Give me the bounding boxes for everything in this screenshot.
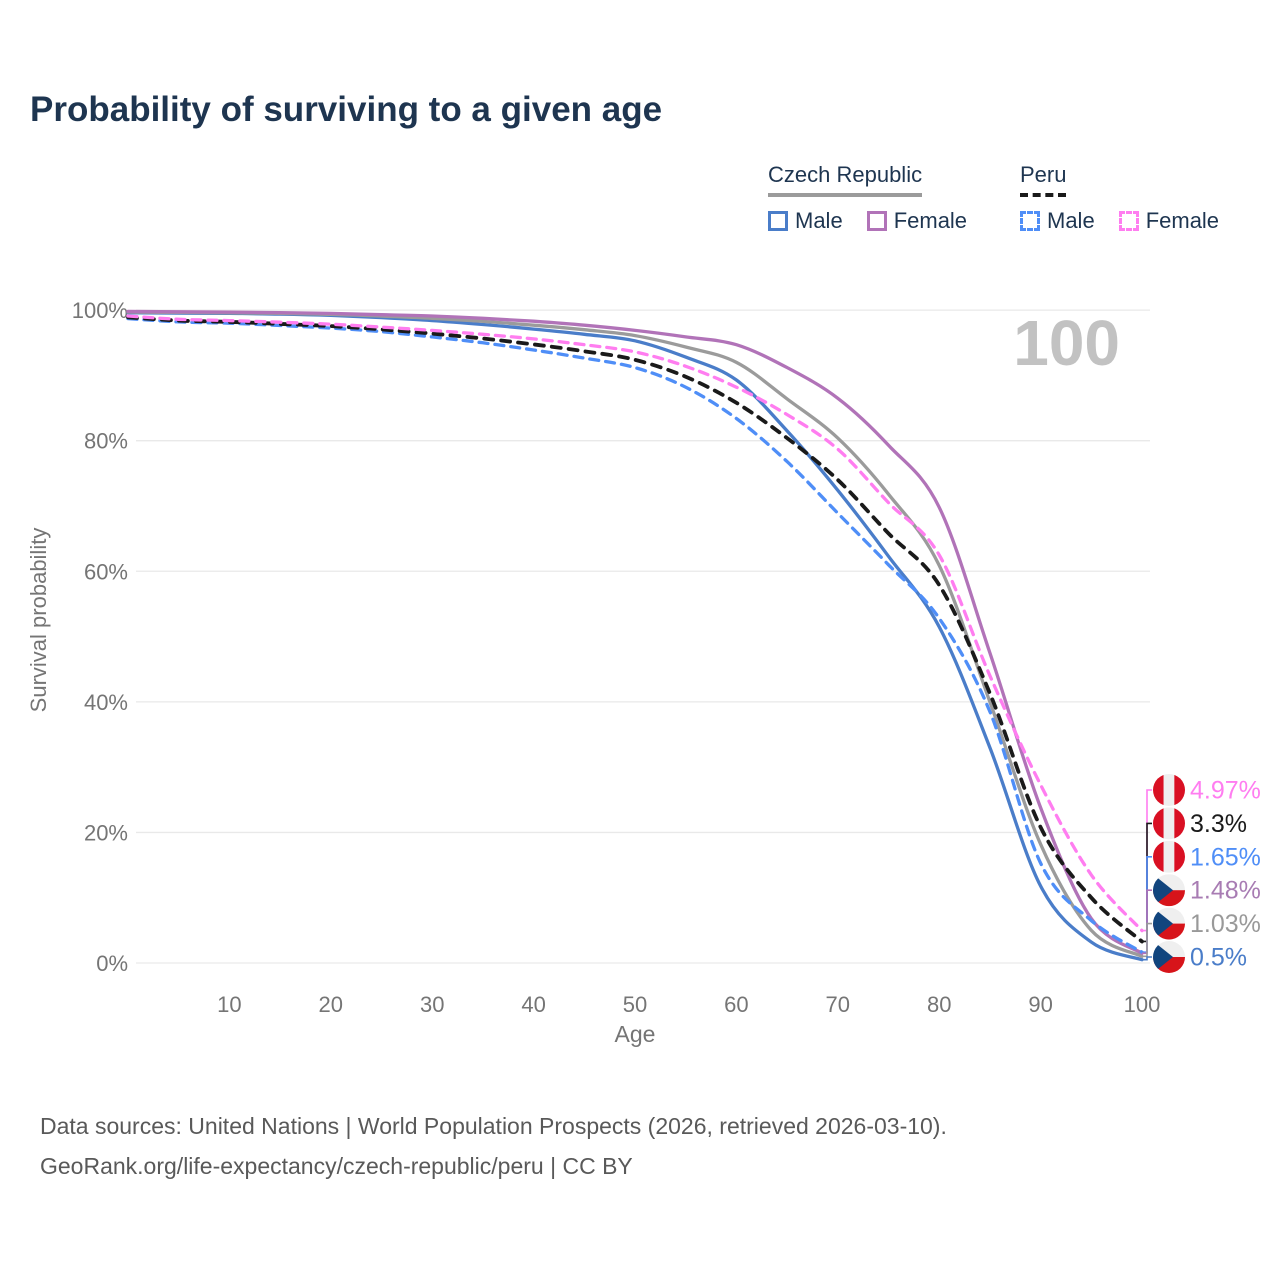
curve-czech-total xyxy=(126,310,1144,958)
curve-czech-male xyxy=(126,311,1144,962)
y-tick-label: 100% xyxy=(72,298,128,323)
czech-republic-flag-icon xyxy=(1153,907,1185,940)
end-label-czech-female: 1.48% xyxy=(1190,877,1261,905)
y-tick-label: 0% xyxy=(96,951,128,976)
czech-republic-flag-icon xyxy=(1153,874,1185,907)
legend-group-czech-republic: Czech Republic Male Female xyxy=(768,162,967,234)
y-tick-label: 80% xyxy=(84,429,128,454)
curve-peru-female xyxy=(126,314,1144,933)
end-label-czech-total: 1.03% xyxy=(1190,910,1261,938)
leader-line-czech-female xyxy=(1142,889,1152,955)
data-source-line1: Data sources: United Nations | World Pop… xyxy=(40,1113,947,1139)
legend-item-peru-female[interactable]: Female xyxy=(1118,208,1220,234)
peru-flag-icon xyxy=(1153,840,1185,873)
x-tick-label: 60 xyxy=(724,992,748,1017)
x-tick-label: 80 xyxy=(927,992,951,1017)
leader-line-czech-total xyxy=(1142,922,1152,958)
data-source-note: Data sources: United Nations | World Pop… xyxy=(40,1106,947,1186)
legend-item-label: Male xyxy=(795,208,843,233)
end-label-peru-male: 1.65% xyxy=(1190,843,1261,871)
y-tick-label: 40% xyxy=(84,690,128,715)
curve-czech-female xyxy=(126,309,1144,955)
legend-group-peru: Peru Male Female xyxy=(1020,162,1219,234)
legend-item-peru-male[interactable]: Male xyxy=(1020,208,1095,234)
checkbox-czech-female-icon[interactable] xyxy=(866,211,887,231)
x-tick-label: 10 xyxy=(217,992,241,1017)
end-label-peru-total: 3.3% xyxy=(1190,810,1247,838)
peru-flag-icon xyxy=(1153,807,1185,840)
legend-item-czech-male[interactable]: Male xyxy=(768,208,843,234)
curve-peru-male xyxy=(126,316,1144,954)
checkbox-czech-male-icon[interactable] xyxy=(768,211,788,231)
x-tick-label: 50 xyxy=(623,992,647,1017)
end-label-czech-male: 0.5% xyxy=(1190,944,1247,972)
checkbox-peru-female-icon[interactable] xyxy=(1118,211,1139,231)
checkbox-peru-male-icon[interactable] xyxy=(1020,211,1040,231)
legend-item-label: Male xyxy=(1047,208,1095,233)
y-tick-label: 60% xyxy=(84,559,128,584)
age-counter-watermark: 100 xyxy=(1013,307,1120,379)
legend-item-label: Female xyxy=(893,208,968,233)
legend-item-czech-female[interactable]: Female xyxy=(866,208,968,234)
x-tick-label: 20 xyxy=(319,992,343,1017)
end-label-peru-female: 4.97% xyxy=(1190,777,1261,805)
survival-probability-chart: 0% 20% 40% 60% 80% 100% 10 20 30 40 50 60 70 80 90 100 A… xyxy=(26,298,1261,1047)
x-tick-label: 100 xyxy=(1124,992,1161,1017)
curve-peru-total xyxy=(126,315,1144,944)
czech-republic-flag-icon xyxy=(1153,941,1185,973)
leader-line-czech-male xyxy=(1142,956,1152,961)
y-tick-label: 20% xyxy=(84,820,128,845)
x-tick-label: 30 xyxy=(420,992,444,1017)
x-tick-label: 90 xyxy=(1028,992,1052,1017)
page-title: Probability of surviving to a given age xyxy=(30,90,663,129)
legend-heading-peru: Peru xyxy=(1020,162,1067,197)
legend-item-label: Female xyxy=(1145,208,1220,233)
x-axis-title: Age xyxy=(615,1021,656,1047)
x-tick-label: 70 xyxy=(826,992,850,1017)
peru-flag-icon xyxy=(1153,774,1185,806)
legend: Czech Republic Male Female Peru Male Fem… xyxy=(0,162,1280,242)
data-source-line2: GeoRank.org/life-expectancy/czech-republ… xyxy=(40,1153,633,1179)
y-axis-title: Survival probability xyxy=(26,528,51,713)
legend-heading-czech-republic: Czech Republic xyxy=(768,162,923,197)
x-tick-label: 40 xyxy=(521,992,545,1017)
